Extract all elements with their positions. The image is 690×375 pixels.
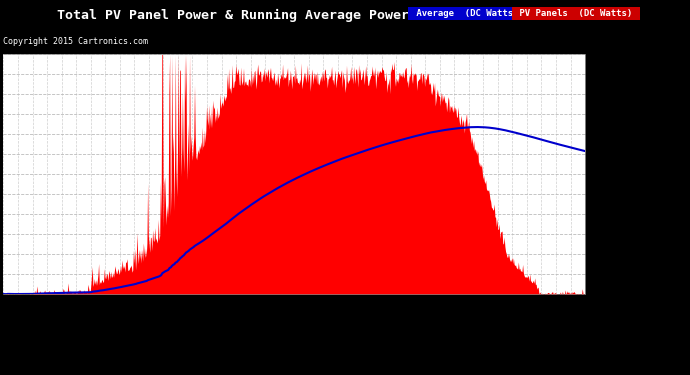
Text: Total PV Panel Power & Running Average Power Sat Mar 7 17:52: Total PV Panel Power & Running Average P… (57, 9, 537, 22)
Text: Average  (DC Watts): Average (DC Watts) (411, 9, 524, 18)
Text: PV Panels  (DC Watts): PV Panels (DC Watts) (514, 9, 638, 18)
Text: Copyright 2015 Cartronics.com: Copyright 2015 Cartronics.com (3, 38, 148, 46)
